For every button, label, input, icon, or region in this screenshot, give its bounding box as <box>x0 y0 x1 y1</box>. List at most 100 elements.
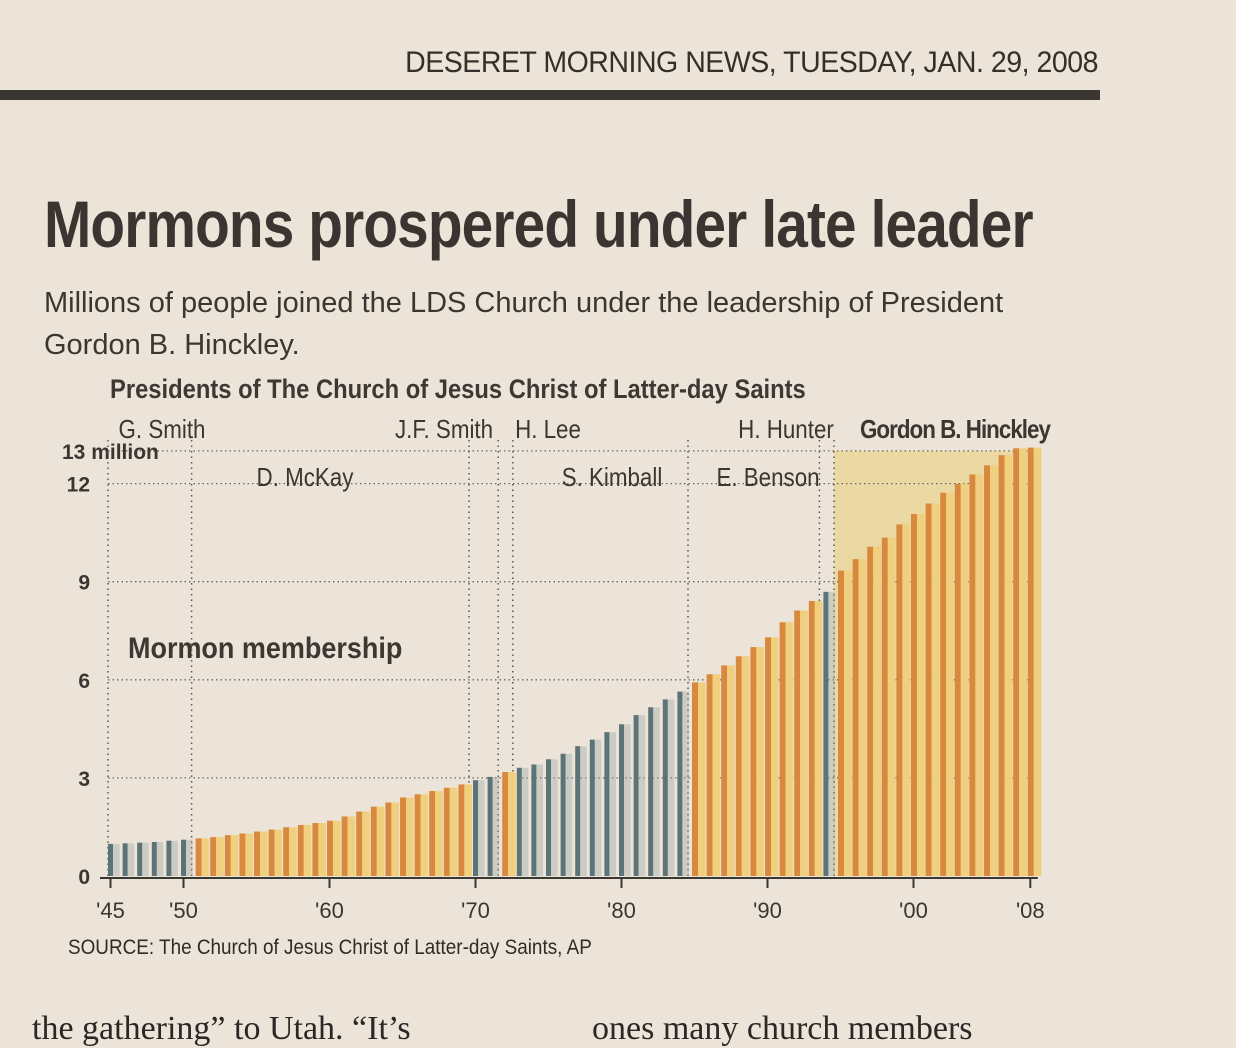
bar-gap-1986 <box>712 674 721 876</box>
bar-gap-1982 <box>653 707 660 876</box>
bar-1996 <box>852 559 859 876</box>
bar-1957 <box>283 827 290 876</box>
dek: Millions of people joined the LDS Church… <box>44 287 1004 361</box>
president-label: G. Smith <box>119 415 206 444</box>
bar-1951 <box>195 838 202 876</box>
bar-gap-2006 <box>1004 455 1013 876</box>
bar-2002 <box>940 492 947 876</box>
bar-1973 <box>516 767 522 876</box>
bar-1956 <box>268 829 275 876</box>
bar-1972 <box>502 772 509 876</box>
headline: Mormons prospered under late leader <box>44 187 1034 261</box>
bar-gap-1946 <box>127 843 135 876</box>
bar-1983 <box>662 699 668 876</box>
bar-1985 <box>692 682 698 876</box>
bar-1989 <box>750 647 757 876</box>
bar-gap-1956 <box>274 829 283 876</box>
bar-gap-1985 <box>698 682 706 876</box>
y-tick-label: 0 <box>78 866 90 889</box>
bar-gap-2002 <box>946 492 954 876</box>
bar-gap-1975 <box>551 759 558 876</box>
bar-gap-1949 <box>171 840 178 876</box>
bar-1952 <box>210 837 217 876</box>
series-label: Mormon membership <box>128 632 402 666</box>
membership-chart: 0 3 6 9 12 13 million '45 '50 '60 '70 '80 '90 '00 '08… <box>62 415 1051 923</box>
bar-2005 <box>984 465 990 876</box>
bar-1988 <box>735 656 742 876</box>
bar-gap-1947 <box>142 842 149 876</box>
bar-2001 <box>925 503 932 876</box>
bar-gap-1962 <box>362 811 370 876</box>
bar-1974 <box>531 764 537 876</box>
president-label: Gordon B. Hinckley <box>860 415 1051 444</box>
bar-gap-2004 <box>975 474 983 876</box>
bar-gap-1989 <box>756 647 764 876</box>
bar-gap-1981 <box>638 715 646 876</box>
bar-2000 <box>911 514 917 876</box>
president-label: S. Kimball <box>562 463 663 492</box>
bar-1993 <box>808 600 815 876</box>
bar-gap-1997 <box>873 546 881 876</box>
bar-1964 <box>385 802 392 876</box>
bar-1954 <box>239 833 246 876</box>
bar-1950 <box>181 839 186 876</box>
bar-1945 <box>108 843 113 876</box>
bar-2006 <box>998 455 1005 876</box>
bar-1997 <box>867 546 874 876</box>
bar-1992 <box>794 610 801 876</box>
president-label: J.F. Smith <box>395 415 493 444</box>
bar-gap-1992 <box>800 610 808 876</box>
bar-gap-1990 <box>771 637 779 876</box>
bar-gap-2001 <box>931 503 940 876</box>
bar-1982 <box>648 707 654 876</box>
bar-gap-1950 <box>186 839 193 876</box>
x-tick-label: '60 <box>315 898 344 923</box>
bar-gap-1987 <box>727 665 735 876</box>
bar-gap-1970 <box>478 780 485 876</box>
bar-gap-1972 <box>508 772 516 876</box>
bar-gap-1969 <box>464 784 472 876</box>
bar-gap-1978 <box>594 739 602 876</box>
bar-1966 <box>414 794 421 876</box>
bar-1984 <box>677 691 683 876</box>
bar-gap-1951 <box>201 838 210 876</box>
bar-1979 <box>604 732 610 876</box>
masthead: DESERET MORNING NEWS, TUESDAY, JAN. 29, … <box>405 46 1099 79</box>
source-note: SOURCE: The Church of Jesus Christ of La… <box>68 936 592 959</box>
bar-1995 <box>838 570 844 876</box>
bar-gap-2003 <box>960 483 969 876</box>
bar-1960 <box>327 820 333 876</box>
bar-gap-1967 <box>435 790 443 876</box>
bar-gap-2008 <box>1033 447 1042 876</box>
x-tick-label: '70 <box>461 898 490 923</box>
bar-gap-2007 <box>1019 448 1027 876</box>
y-tick-label: 6 <box>78 670 90 693</box>
bar-gap-2005 <box>990 465 998 876</box>
bar-gap-1993 <box>814 600 823 876</box>
bar-gap-1948 <box>156 841 164 876</box>
bar-gap-1958 <box>303 824 312 876</box>
bar-gap-1980 <box>624 724 631 876</box>
bar-gap-1957 <box>289 827 297 876</box>
bar-gap-1977 <box>580 746 587 876</box>
bar-1955 <box>254 831 260 876</box>
president-label: E. Benson <box>716 463 819 492</box>
bar-gap-1952 <box>216 837 224 876</box>
bar-1948 <box>151 841 157 876</box>
bar-1975 <box>546 759 551 876</box>
bar-gap-1983 <box>667 699 675 876</box>
president-label: H. Hunter <box>738 415 834 444</box>
body-text-right: ones many church members <box>592 1010 973 1047</box>
bar-gap-2000 <box>917 514 925 876</box>
bar-gap-1991 <box>785 622 794 876</box>
bar-gap-1963 <box>376 806 385 876</box>
bar-2007 <box>1013 448 1020 876</box>
president-label: D. McKay <box>257 463 355 492</box>
bar-gap-1979 <box>609 732 616 876</box>
bar-1991 <box>779 622 786 876</box>
bar-gap-1966 <box>420 794 429 876</box>
bar-gap-1960 <box>333 820 341 876</box>
bar-1994 <box>823 591 829 876</box>
bar-1986 <box>706 674 713 876</box>
bar-1963 <box>370 806 377 876</box>
